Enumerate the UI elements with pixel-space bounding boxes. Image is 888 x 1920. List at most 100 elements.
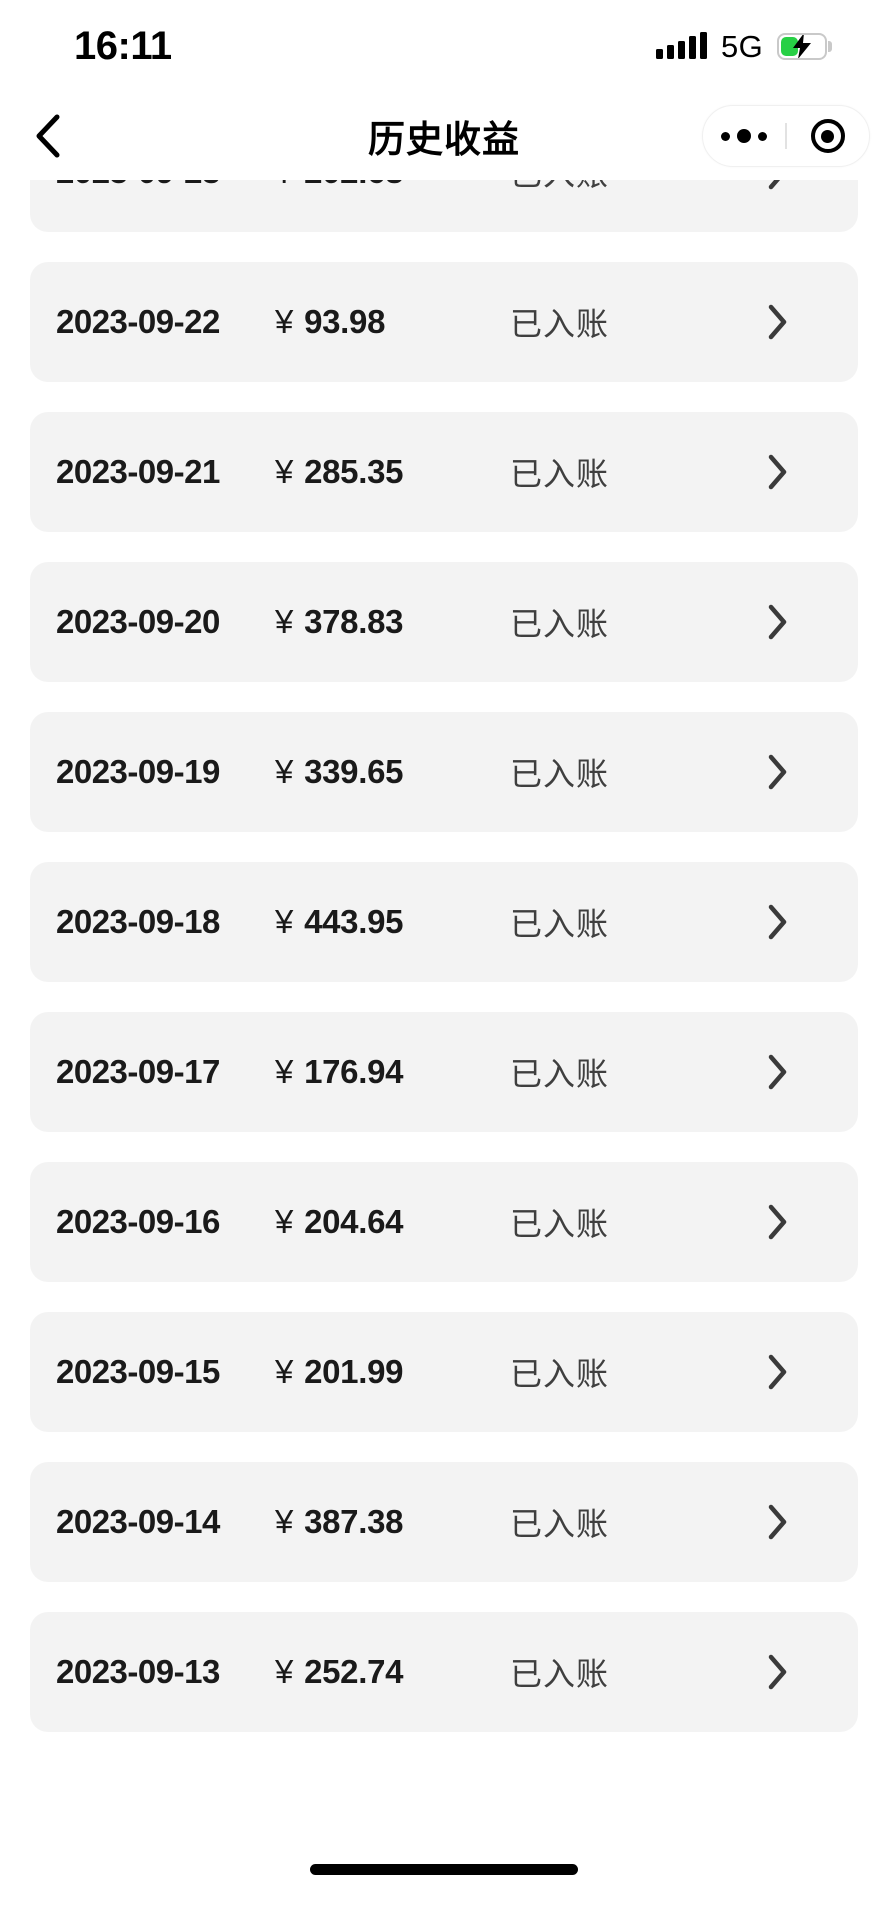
currency-symbol: ¥ [275, 1503, 294, 1540]
table-row[interactable]: 2023-09-14 ¥387.38 已入账 [30, 1462, 858, 1582]
status-time: 16:11 [74, 24, 172, 68]
amount-value: 443.95 [304, 903, 404, 940]
chevron-right-icon [768, 1654, 787, 1690]
amount-value: 176.94 [304, 1053, 404, 1090]
chevron-left-icon [36, 114, 60, 158]
row-date: 2023-09-22 [56, 303, 220, 340]
currency-symbol: ¥ [275, 303, 294, 340]
row-detail-button[interactable] [768, 904, 858, 940]
currency-symbol: ¥ [275, 1353, 294, 1390]
row-detail-button[interactable] [768, 180, 858, 190]
chevron-right-icon [768, 304, 787, 340]
row-amount: ¥285.35 [275, 453, 510, 491]
row-detail-button[interactable] [768, 1654, 858, 1690]
status-badge: 已入账 [510, 1356, 610, 1392]
currency-symbol: ¥ [275, 753, 294, 790]
currency-symbol: ¥ [275, 1203, 294, 1240]
currency-symbol: ¥ [275, 180, 293, 190]
status-badge: 已入账 [510, 1656, 610, 1692]
row-detail-button[interactable] [768, 304, 858, 340]
home-indicator-bar[interactable] [310, 1864, 578, 1875]
table-row[interactable]: 2023-09-13 ¥252.74 已入账 [30, 1612, 858, 1732]
chevron-right-icon [768, 904, 787, 940]
miniprogram-capsule [702, 105, 870, 167]
row-amount: ¥443.95 [275, 903, 510, 941]
row-amount: ¥201.99 [275, 1353, 510, 1391]
amount-value: 252.74 [304, 1653, 404, 1690]
row-date: 2023-09-16 [56, 1203, 220, 1240]
currency-symbol: ¥ [275, 1653, 294, 1690]
row-detail-button[interactable] [768, 1504, 858, 1540]
row-date: 2023-09-23 [30, 180, 275, 191]
row-date: 2023-09-14 [56, 1503, 220, 1540]
currency-symbol: ¥ [275, 453, 294, 490]
status-badge: 已入账 [510, 456, 610, 492]
table-row[interactable]: 2023-09-23¥202.68已入账 [30, 180, 858, 232]
table-row[interactable]: 2023-09-16 ¥204.64 已入账 [30, 1162, 858, 1282]
row-amount: ¥202.68 [275, 180, 510, 191]
row-detail-button[interactable] [768, 1204, 858, 1240]
amount-value: 378.83 [304, 603, 404, 640]
row-detail-button[interactable] [768, 754, 858, 790]
row-date: 2023-09-15 [56, 1353, 220, 1390]
table-row[interactable]: 2023-09-20 ¥378.83 已入账 [30, 562, 858, 682]
signal-bars-icon [656, 32, 708, 59]
amount-value: 285.35 [304, 453, 404, 490]
page-title: 历史收益 [368, 119, 520, 160]
status-badge: 已入账 [510, 1506, 610, 1542]
currency-symbol: ¥ [275, 1053, 294, 1090]
status-badge: 已入账 [510, 606, 610, 642]
chevron-right-icon [768, 754, 787, 790]
home-indicator-area [0, 1850, 888, 1920]
target-circle-icon [810, 119, 845, 153]
row-date: 2023-09-20 [56, 603, 220, 640]
currency-symbol: ¥ [275, 603, 294, 640]
network-type-label: 5G [721, 28, 763, 64]
lightning-bolt-icon [793, 34, 811, 58]
amount-value: 201.99 [304, 1353, 404, 1390]
status-indicators: 5G [656, 31, 832, 62]
row-detail-button[interactable] [768, 604, 858, 640]
amount-value: 387.38 [304, 1503, 404, 1540]
row-amount: ¥387.38 [275, 1503, 510, 1541]
chevron-right-icon [768, 454, 787, 490]
row-amount: ¥339.65 [275, 753, 510, 791]
status-badge: 已入账 [510, 180, 768, 195]
row-amount: ¥252.74 [275, 1653, 510, 1691]
table-row[interactable]: 2023-09-19 ¥339.65 已入账 [30, 712, 858, 832]
battery-charging-icon [777, 32, 832, 60]
row-amount: ¥176.94 [275, 1053, 510, 1091]
back-button[interactable] [18, 106, 78, 166]
chevron-right-icon [768, 1354, 787, 1390]
row-detail-button[interactable] [768, 1054, 858, 1090]
capsule-divider [785, 123, 787, 149]
table-row[interactable]: 2023-09-17 ¥176.94 已入账 [30, 1012, 858, 1132]
amount-value: 93.98 [304, 303, 386, 340]
row-date: 2023-09-13 [56, 1653, 220, 1690]
status-badge: 已入账 [510, 906, 610, 942]
chevron-right-icon [768, 1054, 787, 1090]
more-button[interactable] [703, 106, 785, 166]
status-badge: 已入账 [510, 756, 610, 792]
earnings-history-list[interactable]: 2023-09-23¥202.68已入账2023-09-22¥93.98已入账2… [0, 180, 888, 1850]
table-row[interactable]: 2023-09-21 ¥285.35 已入账 [30, 412, 858, 532]
chevron-right-icon [768, 1504, 787, 1540]
amount-value: 202.68 [304, 180, 403, 190]
table-row[interactable]: 2023-09-22 ¥93.98 已入账 [30, 262, 858, 382]
row-date: 2023-09-21 [56, 453, 220, 490]
chevron-right-icon [768, 1204, 787, 1240]
row-amount: ¥378.83 [275, 603, 510, 641]
row-detail-button[interactable] [768, 1354, 858, 1390]
navigation-bar: 历史收益 [0, 92, 888, 180]
status-bar: 16:11 5G [0, 0, 888, 92]
table-row[interactable]: 2023-09-18 ¥443.95 已入账 [30, 862, 858, 982]
close-miniprogram-button[interactable] [787, 106, 869, 166]
table-row[interactable]: 2023-09-15 ¥201.99 已入账 [30, 1312, 858, 1432]
more-dots-icon [721, 129, 768, 143]
amount-value: 339.65 [304, 753, 404, 790]
chevron-right-icon [768, 604, 787, 640]
row-detail-button[interactable] [768, 454, 858, 490]
status-badge: 已入账 [510, 306, 610, 342]
status-badge: 已入账 [510, 1056, 610, 1092]
